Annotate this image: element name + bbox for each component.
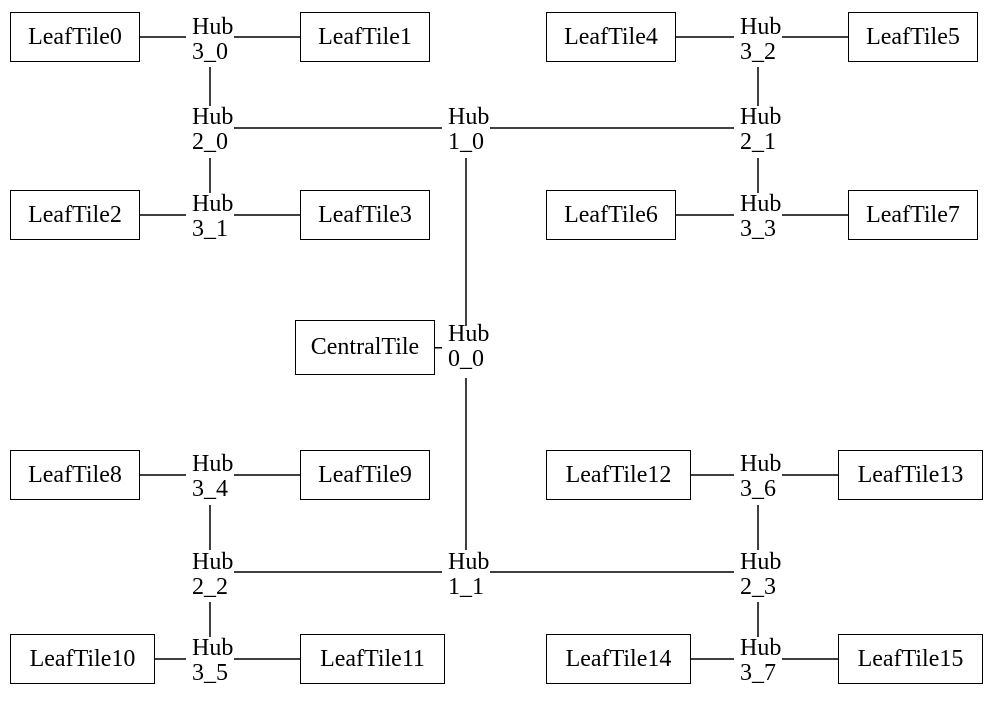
tile-label: LeafTile14 [566, 646, 672, 672]
tile-label: LeafTile3 [318, 202, 412, 228]
tile-label: LeafTile4 [564, 24, 658, 50]
tile-label: LeafTile11 [320, 646, 425, 672]
tile-leaf14: LeafTile14 [546, 634, 691, 684]
tile-label: LeafTile10 [30, 646, 136, 672]
tile-leaf15: LeafTile15 [838, 634, 983, 684]
hub-hub2_3: Hub 2_3 [740, 550, 781, 600]
hub-hub3_7: Hub 3_7 [740, 636, 781, 686]
hub-hub2_1: Hub 2_1 [740, 105, 781, 155]
tile-label: LeafTile1 [318, 24, 412, 50]
hub-hub3_3: Hub 3_3 [740, 192, 781, 242]
tile-leaf7: LeafTile7 [848, 190, 978, 240]
tile-leaf12: LeafTile12 [546, 450, 691, 500]
tile-label: LeafTile5 [866, 24, 960, 50]
tile-label: LeafTile13 [858, 462, 964, 488]
edges-layer [0, 0, 1000, 719]
tile-label: LeafTile12 [566, 462, 672, 488]
hub-hub3_0: Hub 3_0 [192, 15, 233, 65]
tile-leaf2: LeafTile2 [10, 190, 140, 240]
hub-hub1_0: Hub 1_0 [448, 105, 489, 155]
tile-label: LeafTile6 [564, 202, 658, 228]
tile-leaf9: LeafTile9 [300, 450, 430, 500]
tile-leaf1: LeafTile1 [300, 12, 430, 62]
tile-leaf5: LeafTile5 [848, 12, 978, 62]
tile-leaf10: LeafTile10 [10, 634, 155, 684]
hub-hub3_4: Hub 3_4 [192, 452, 233, 502]
tile-label: LeafTile0 [28, 24, 122, 50]
tile-leaf4: LeafTile4 [546, 12, 676, 62]
diagram-stage: LeafTile0 LeafTile1 LeafTile4 LeafTile5 Leaf… [0, 0, 1000, 719]
hub-hub3_5: Hub 3_5 [192, 636, 233, 686]
tile-central: CentralTile [295, 320, 435, 375]
tile-label: LeafTile15 [858, 646, 964, 672]
tile-leaf13: LeafTile13 [838, 450, 983, 500]
tile-label: LeafTile9 [318, 462, 412, 488]
tile-leaf6: LeafTile6 [546, 190, 676, 240]
hub-hub2_2: Hub 2_2 [192, 550, 233, 600]
tile-leaf8: LeafTile8 [10, 450, 140, 500]
tile-label: LeafTile8 [28, 462, 122, 488]
tile-label: LeafTile2 [28, 202, 122, 228]
tile-label: CentralTile [311, 334, 419, 360]
tile-leaf11: LeafTile11 [300, 634, 445, 684]
hub-hub3_6: Hub 3_6 [740, 452, 781, 502]
hub-hub3_2: Hub 3_2 [740, 15, 781, 65]
tile-label: LeafTile7 [866, 202, 960, 228]
hub-hub1_1: Hub 1_1 [448, 550, 489, 600]
tile-leaf3: LeafTile3 [300, 190, 430, 240]
hub-hub0_0: Hub 0_0 [448, 322, 489, 372]
tile-leaf0: LeafTile0 [10, 12, 140, 62]
hub-hub3_1: Hub 3_1 [192, 192, 233, 242]
hub-hub2_0: Hub 2_0 [192, 105, 233, 155]
